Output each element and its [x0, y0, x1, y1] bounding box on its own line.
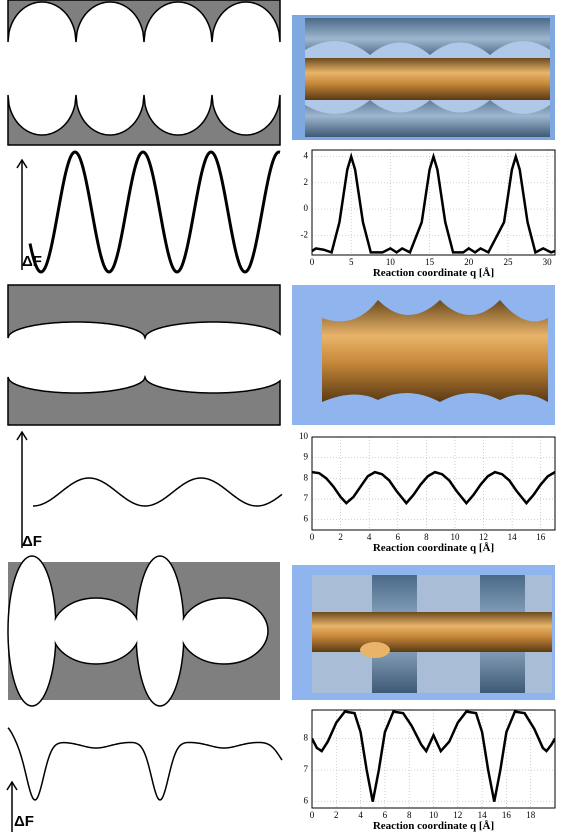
y-tick-label: 8	[304, 733, 309, 743]
x-tick-label: 12	[453, 810, 462, 820]
x-tick-label: 15	[425, 257, 435, 267]
y-tick-label: 0	[304, 203, 309, 213]
pore-wall	[8, 0, 280, 42]
x-tick-label: 4	[358, 810, 363, 820]
delta-f-label: ΔF	[22, 253, 42, 270]
pore-wall	[8, 377, 280, 425]
x-tick-label: 2	[338, 532, 343, 542]
pore-opening	[137, 557, 183, 705]
pore-opening	[9, 557, 55, 705]
x-tick-label: 8	[424, 532, 429, 542]
render-image	[292, 15, 555, 140]
x-tick-label: 4	[367, 532, 372, 542]
x-tick-label: 10	[450, 532, 460, 542]
x-axis-label: Reaction coordinate q [Å]	[373, 542, 494, 554]
x-tick-label: 0	[310, 532, 315, 542]
line-chart: 0 5 10 15 20 25 30 -2 0 2 4 Reaction coordinate q […	[301, 150, 556, 279]
x-tick-label: 12	[479, 532, 488, 542]
pore-opening	[180, 598, 268, 664]
render-image	[292, 565, 555, 700]
pore-wall	[8, 95, 280, 145]
x-tick-label: 0	[310, 810, 315, 820]
y-tick-label: -2	[301, 229, 309, 239]
x-tick-label: 18	[526, 810, 536, 820]
delta-f-label: ΔF	[14, 813, 34, 830]
x-tick-label: 25	[503, 257, 513, 267]
x-tick-label: 6	[396, 532, 401, 542]
x-tick-label: 30	[543, 257, 553, 267]
x-tick-label: 20	[464, 257, 474, 267]
render-image	[292, 285, 555, 425]
energy-curve	[33, 478, 282, 506]
plot-frame	[312, 437, 555, 530]
y-tick-label: 10	[299, 431, 309, 441]
x-tick-label: 0	[310, 257, 315, 267]
y-tick-label: 4	[304, 151, 309, 161]
x-tick-label: 16	[536, 532, 546, 542]
x-tick-label: 8	[407, 810, 412, 820]
y-tick-label: 9	[304, 452, 309, 462]
pore-wall	[8, 285, 280, 338]
x-tick-label: 10	[386, 257, 396, 267]
x-tick-label: 6	[383, 810, 388, 820]
y-tick-label: 2	[304, 177, 309, 187]
x-tick-label: 14	[478, 810, 488, 820]
data-line	[312, 472, 555, 503]
y-tick-label: 6	[304, 796, 309, 806]
energy-curve	[30, 152, 280, 272]
energy-curve	[8, 728, 282, 800]
y-tick-label: 8	[304, 472, 309, 482]
x-tick-label: 2	[334, 810, 339, 820]
delta-f-label: ΔF	[22, 533, 42, 550]
y-tick-label: 6	[304, 514, 309, 524]
x-tick-label: 5	[349, 257, 354, 267]
x-tick-label: 10	[429, 810, 439, 820]
y-tick-label: 7	[304, 493, 309, 503]
figure: ΔFΔFΔF051015202530-2024Reaction coordina…	[0, 0, 564, 838]
y-tick-label: 7	[304, 764, 309, 774]
pore-opening	[52, 598, 140, 664]
x-axis-label: Reaction coordinate q [Å]	[373, 267, 494, 279]
x-tick-label: 16	[502, 810, 512, 820]
x-tick-label: 14	[508, 532, 518, 542]
data-line	[312, 157, 555, 253]
x-axis-label: Reaction coordinate q [Å]	[373, 820, 494, 832]
